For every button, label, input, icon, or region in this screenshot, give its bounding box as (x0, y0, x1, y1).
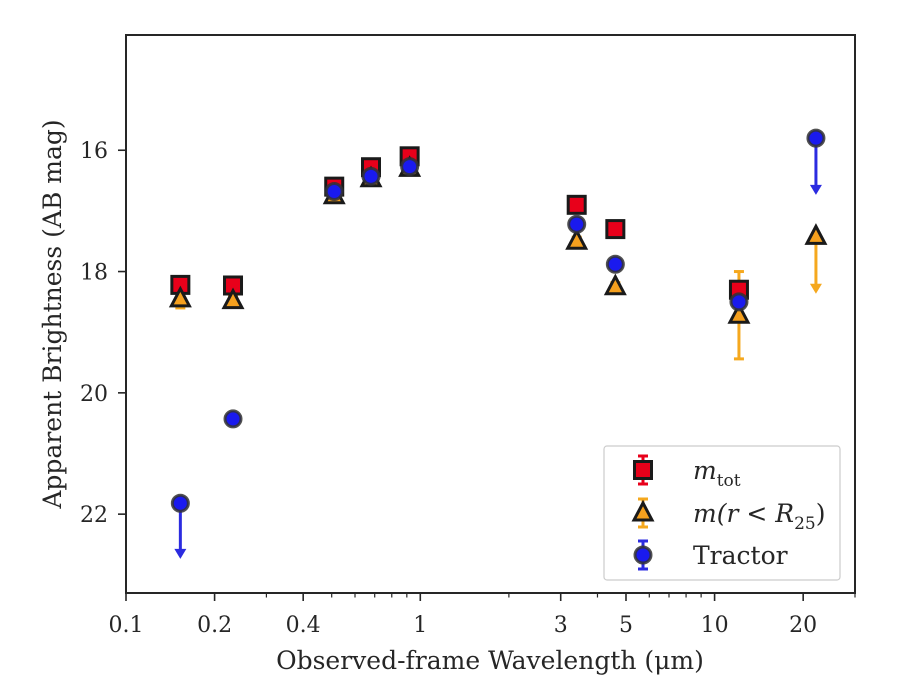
mr25-point (221, 287, 245, 310)
x-tick-label: 0.2 (197, 613, 232, 638)
legend-label: Tractor (693, 541, 788, 570)
upper-limit-arrow-head (174, 548, 187, 559)
legend-label: m(r < R25) (693, 499, 825, 534)
mr25-upper-limit-arrow (809, 236, 822, 294)
tractor-point (361, 166, 381, 186)
upper-limit-arrow-head (809, 283, 822, 294)
tractor-point (324, 181, 344, 201)
y-axis-label: Apparent Brightness (AB mag) (38, 119, 67, 509)
legend-entry-mr25: m(r < R25) (631, 497, 825, 534)
legend-marker-circle (633, 545, 653, 565)
mtot-point (605, 219, 626, 240)
x-tick-label: 3 (554, 613, 568, 638)
x-axis-label: Observed-frame Wavelength (μm) (276, 646, 704, 675)
y-tick-label: 16 (80, 139, 108, 164)
x-tick-label: 1 (413, 613, 427, 638)
mr25-point (804, 223, 828, 245)
x-tick-label: 20 (789, 613, 817, 638)
y-tick-label: 18 (80, 261, 108, 286)
legend-entry-mtot: mtot (633, 454, 741, 491)
mtot-point (566, 194, 587, 215)
y-tick-label: 22 (80, 503, 108, 528)
legend-box (603, 445, 841, 581)
tractor-point (223, 409, 243, 429)
mr25-point (727, 302, 751, 324)
upper-limit-arrow-head (809, 184, 822, 195)
x-tick-label: 10 (701, 613, 729, 638)
tractor-point (170, 493, 190, 513)
plot-frame (125, 34, 856, 594)
tractor-point (806, 128, 826, 148)
legend-marker-triangle (631, 499, 655, 522)
tractor-point (605, 254, 625, 274)
x-tick-label: 5 (619, 613, 633, 638)
y-tick-label: 20 (80, 382, 108, 407)
legend-marker-square (633, 460, 653, 480)
x-tick-label: 0.1 (109, 613, 144, 638)
mr25-point (168, 285, 192, 308)
tractor-point (567, 214, 587, 234)
tractor-point (729, 292, 749, 312)
legend-label: mtot (693, 456, 741, 491)
legend-entry-tractor: Tractor (633, 539, 788, 571)
markers-layer (168, 128, 828, 513)
ticks-layer: 0.1 0.2 0.4 1 3 5 10 20 16 18 20 22 (80, 139, 856, 638)
legend: mtot m(r < R25) Tractor (603, 445, 841, 581)
mr25-point (565, 228, 589, 250)
x-tick-label: 0.4 (286, 613, 321, 638)
tractor-point (400, 157, 420, 177)
mr25-point (603, 273, 627, 296)
